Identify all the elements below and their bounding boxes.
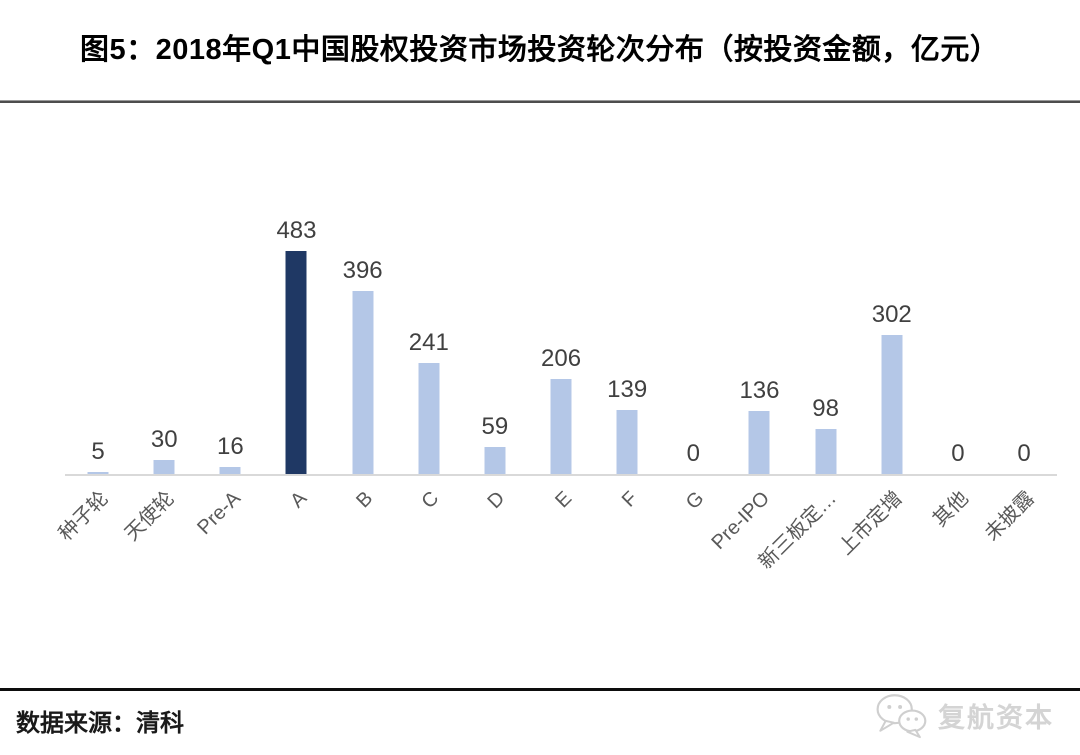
bar	[153, 460, 175, 474]
x-axis-category-label: A	[286, 487, 312, 513]
bar-slot: 483 A	[263, 204, 329, 513]
x-axis-category-label: 其他	[928, 487, 973, 532]
x-axis-category-label: D	[483, 487, 510, 514]
bar-value-label: 0	[1017, 440, 1031, 467]
bar-slot: 0 未披露	[981, 204, 1057, 546]
x-axis-category-label: 天使轮	[121, 487, 180, 546]
bar-slot: 16 Pre-A	[194, 204, 263, 540]
bar-value-label: 16	[216, 433, 244, 460]
x-axis-category-label: E	[550, 487, 576, 513]
x-axis-category-label: C	[417, 487, 444, 514]
bar-slot: 30 天使轮	[121, 204, 197, 546]
bar-slot: 5 种子轮	[55, 204, 131, 546]
x-axis-category-label: B	[352, 487, 378, 513]
bar	[748, 411, 770, 474]
bar-slot: 139 F	[594, 204, 660, 512]
bar	[352, 291, 374, 474]
bar-chart: 5 种子轮 30 天使轮 16 Pre-A 483 A 396 B 241 C 59 D 206 E 139 F 0…	[55, 204, 1057, 574]
plot-area: 5 种子轮 30 天使轮 16 Pre-A 483 A 396 B 241 C 59 D 206 E 139 F 0…	[55, 204, 1057, 574]
bar-slot: 59 D	[462, 204, 528, 514]
x-axis-category-label: F	[617, 487, 643, 512]
bar	[87, 472, 109, 474]
chart-title: 图5：2018年Q1中国股权投资市场投资轮次分布（按投资金额，亿元）	[80, 34, 1000, 66]
bar	[484, 447, 506, 474]
brand-name: 复航资本	[938, 703, 1054, 733]
bar-slot: 136 Pre-IPO	[708, 204, 792, 554]
title-divider	[0, 100, 1080, 103]
bar-value-label: 5	[91, 438, 105, 465]
x-axis-category-label: 种子轮	[54, 487, 113, 546]
bar-value-label: 30	[150, 426, 178, 453]
bar-slot: 206 E	[528, 204, 594, 513]
data-source-label: 数据来源：清科	[16, 710, 184, 737]
x-axis-category-label: Pre-IPO	[707, 487, 775, 554]
bar	[550, 379, 572, 474]
bar	[616, 410, 638, 474]
bar-value-label: 98	[812, 395, 839, 422]
x-axis-category-label: 未披露	[980, 487, 1039, 546]
footer-divider	[0, 688, 1080, 691]
bar	[881, 335, 903, 474]
x-axis-category-label: 上市定增	[834, 487, 907, 560]
bar-slot: 241 C	[396, 204, 462, 514]
bar	[219, 467, 241, 474]
bar-value-label: 302	[871, 301, 912, 328]
bar-value-label: 206	[541, 345, 582, 372]
bar-value-label: 396	[342, 257, 383, 284]
bar	[418, 363, 440, 474]
x-axis-category-label: Pre-A	[193, 487, 246, 540]
bar-slot: 302 上市定增	[834, 204, 925, 560]
x-axis-line	[65, 474, 1057, 476]
x-axis-category-label: G	[681, 487, 709, 514]
bar-value-label: 139	[607, 376, 648, 403]
bar	[815, 429, 837, 474]
bar	[285, 251, 307, 474]
bar-value-label: 483	[276, 217, 317, 244]
bar-value-label: 136	[739, 377, 780, 404]
brand-logo: 复航资本	[874, 692, 1054, 739]
bar-value-label: 0	[951, 440, 965, 467]
bar-value-label: 241	[408, 329, 449, 356]
wechat-chat-bubbles-icon	[876, 694, 927, 739]
bar-slot: 0 其他	[925, 204, 991, 532]
bar-value-label: 59	[481, 413, 509, 440]
bar-slot: 98 新三板定…	[754, 204, 859, 574]
bar-value-label: 0	[686, 440, 701, 467]
bar-slot: 396 B	[330, 204, 396, 513]
